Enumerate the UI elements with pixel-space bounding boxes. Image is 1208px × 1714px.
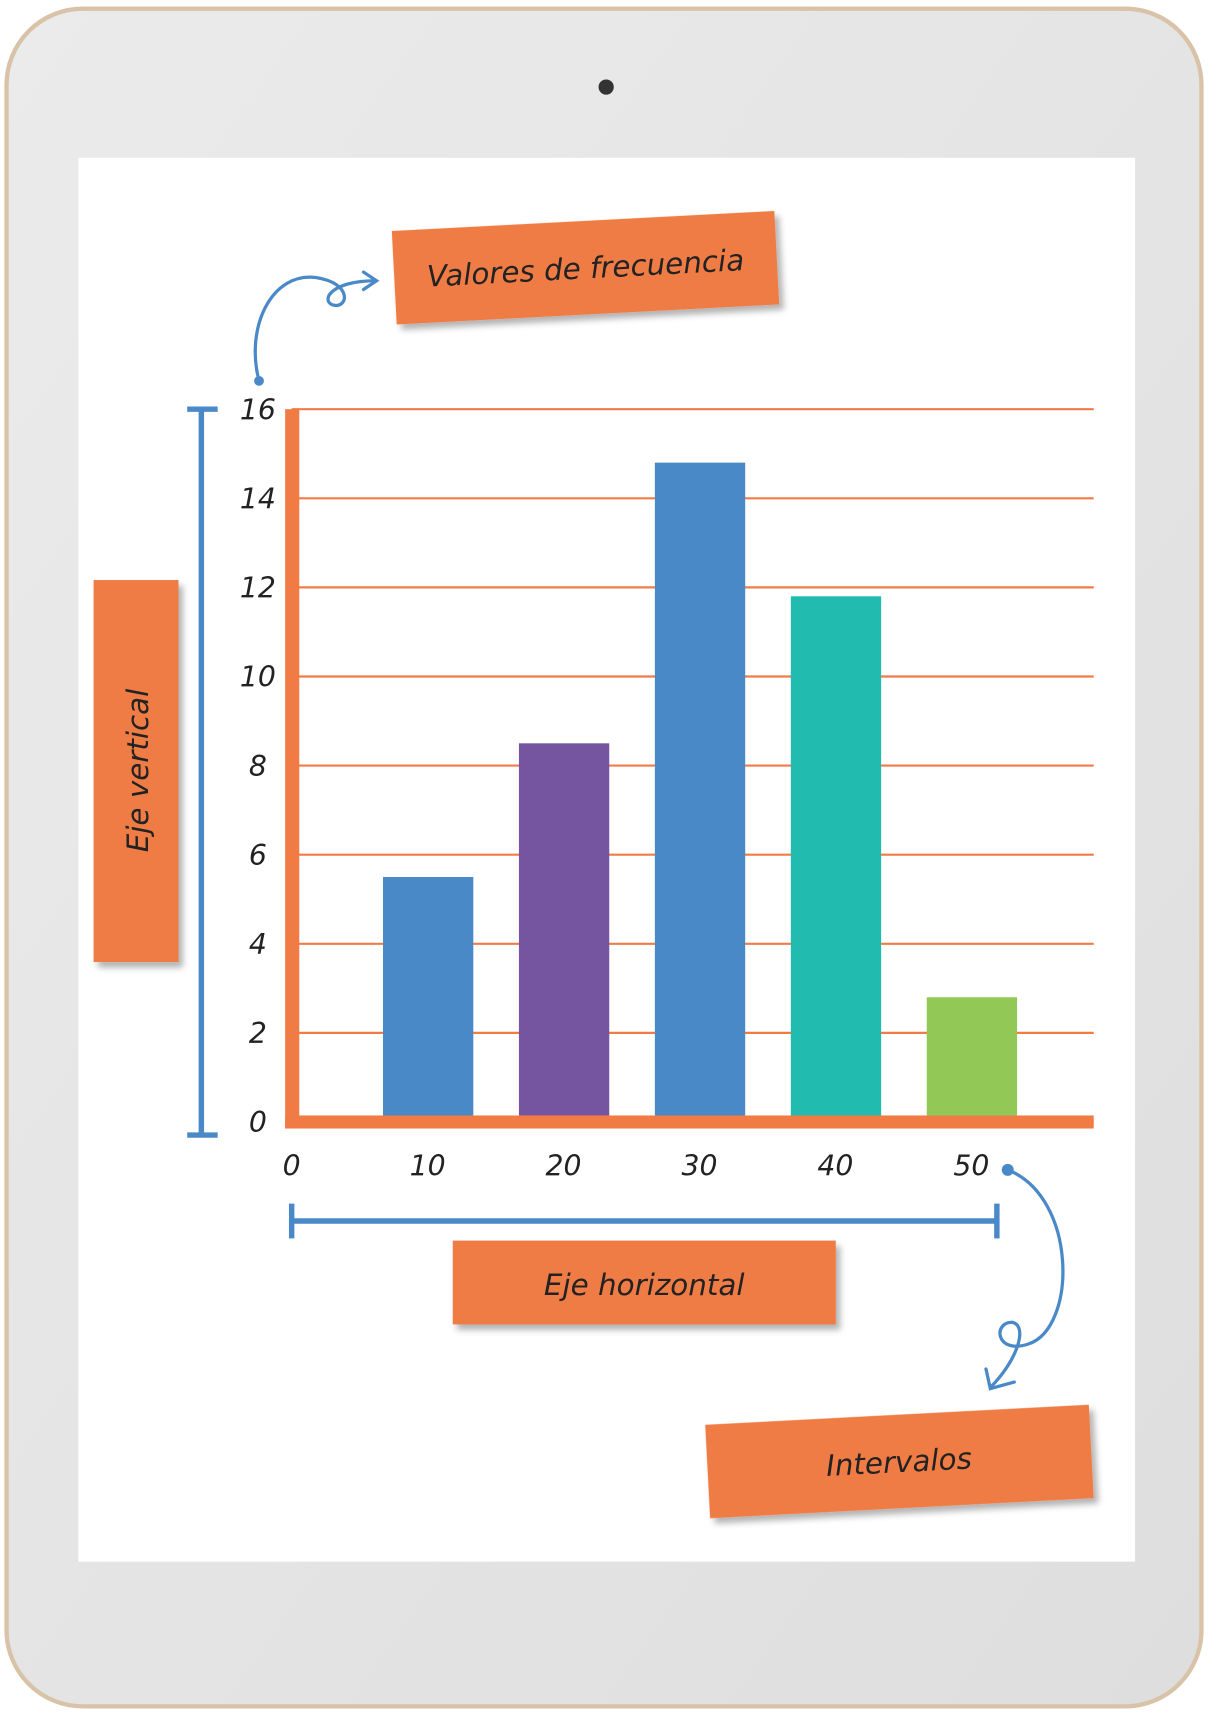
y-tick-label: 12 [240, 572, 276, 605]
arrows [253, 270, 1065, 1391]
x-tick-label: 20 [546, 1150, 582, 1183]
y-tick-label: 10 [240, 661, 276, 694]
note-bg [391, 210, 780, 325]
bar [654, 462, 746, 1122]
y-tick-label: 6 [249, 839, 267, 872]
y-tick-label: 14 [240, 482, 276, 515]
camera [598, 79, 614, 95]
bar [790, 596, 882, 1122]
annotation: Intervalos [825, 1441, 972, 1483]
bar [926, 997, 1018, 1122]
y-tick-label: 0 [249, 1106, 267, 1139]
note-bg [705, 1404, 1094, 1519]
note-box: Valores de frecuencia [391, 210, 780, 325]
y-tick-label: 16 [240, 393, 276, 426]
y-tick-label: 2 [249, 1017, 267, 1050]
y-tick-label: 8 [249, 750, 267, 783]
x-tick-label: 30 [681, 1150, 717, 1183]
y-axis [285, 409, 300, 1129]
y-tick-label: 4 [249, 928, 267, 961]
bar [382, 876, 474, 1122]
note-bg [452, 1240, 836, 1325]
x-tick-label: 50 [953, 1150, 989, 1183]
brackets [187, 406, 1000, 1239]
annotation: Eje horizontal [544, 1268, 745, 1302]
bar [518, 743, 610, 1122]
x-axis [285, 1115, 1094, 1129]
x-tick-label: 0 [283, 1150, 301, 1183]
annotation: Eje vertical [121, 688, 155, 852]
x-tick-label: 40 [817, 1150, 853, 1183]
note-box: Intervalos [705, 1404, 1094, 1519]
x-tick-label: 10 [410, 1150, 446, 1183]
note-bg [93, 580, 179, 963]
